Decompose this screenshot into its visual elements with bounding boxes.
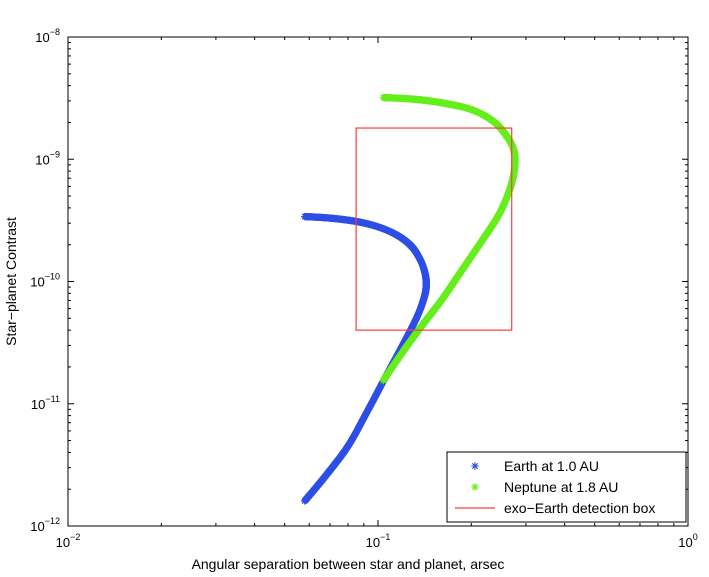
x-tick-label: 10−1	[366, 532, 391, 550]
legend-marker-icon	[471, 483, 479, 491]
y-axis-label: Star−planet Contrast	[3, 217, 19, 346]
detection-box	[355, 127, 513, 331]
y-tick-label: 10−9	[35, 149, 60, 167]
legend-entry-detection-box: exo−Earth detection box	[455, 500, 655, 516]
x-tick-label: 100	[678, 532, 697, 550]
series-neptune	[379, 93, 519, 385]
data-point-marker	[379, 376, 387, 385]
legend-label: exo−Earth detection box	[504, 500, 655, 516]
y-tick-label: 10−11	[31, 394, 60, 412]
legend-marker-icon	[471, 462, 479, 470]
legend-entry-neptune: Neptune at 1.8 AU	[471, 479, 618, 495]
x-axis-label: Angular separation between star and plan…	[192, 556, 505, 572]
data-point-marker	[301, 497, 309, 505]
legend-entry-earth: Earth at 1.0 AU	[471, 458, 599, 474]
legend-box	[446, 451, 687, 523]
y-tick-label: 10−10	[30, 272, 60, 290]
legend: Earth at 1.0 AU Neptune at 1.8 AU exo−Eart…	[446, 451, 687, 523]
legend-label: Earth at 1.0 AU	[504, 458, 599, 474]
x-tick-label: 10−2	[56, 532, 81, 550]
series-earth	[301, 212, 430, 505]
legend-label: Neptune at 1.8 AU	[504, 479, 618, 495]
y-tick-label: 10−8	[35, 27, 60, 45]
y-tick-label: 10−12	[30, 516, 60, 534]
